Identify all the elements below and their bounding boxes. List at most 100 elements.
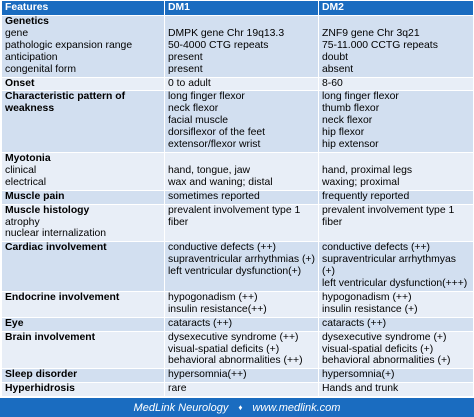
- dm1-line: rare: [168, 383, 187, 395]
- dm2-cell: hand, proximal legs waxing; proximal: [318, 151, 474, 191]
- feature-detail: nuclear internalization: [5, 228, 107, 240]
- dm1-cell: hand, tongue, jaw wax and waning; distal: [164, 151, 319, 191]
- dm1-line: visual-spatial deficits (+): [168, 343, 280, 355]
- dm2-line: dysexecutive syndrome (+): [322, 331, 447, 343]
- dm1-line: neck flexor: [168, 103, 219, 115]
- feature-detail: electrical: [5, 176, 46, 188]
- dm1-line: present: [168, 51, 203, 63]
- dm2-line: hypersomnia(+): [322, 369, 395, 381]
- dm1-line: 50-4000 CTG repeats: [168, 39, 269, 51]
- dm2-cell: dysexecutive syndrome (+) visual-spatial …: [318, 330, 474, 370]
- dm2-line: 75-11.000 CCTG repeats: [322, 39, 438, 51]
- dm1-line: dysexecutive syndrome (++): [168, 331, 299, 343]
- table-row: Myotonia clinical electrical hand, tongue, …: [1, 151, 474, 191]
- dm1-line: insulin resistance(++): [168, 303, 267, 315]
- dm2-line: absent: [322, 63, 354, 75]
- dm1-line: conductive defects (++): [168, 242, 277, 254]
- feature-name: Myotonia: [5, 152, 51, 164]
- dm2-line: left ventricular dysfunction(+++): [322, 278, 468, 290]
- table-row: Cardiac involvement conductive defects (+…: [1, 241, 474, 292]
- dm1-cell: prevalent involvement type 1 fiber: [164, 203, 319, 243]
- feature-detail: clinical: [5, 164, 37, 176]
- table-row: Muscle histology atrophy nuclear internali…: [1, 203, 474, 243]
- dm1-line: dorsiflexor of the feet: [168, 127, 266, 139]
- feature-detail: anticipation: [5, 51, 58, 63]
- dm1-cell: sometimes reported: [164, 189, 319, 205]
- dm2-cell: prevalent involvement type 1 fiber: [318, 203, 474, 243]
- feature-name: Endocrine involvement: [5, 291, 120, 303]
- table-row: Sleep disorder hypersomnia(++) hypersomnia…: [1, 368, 474, 384]
- feature-name: Onset: [5, 77, 35, 89]
- dm2-cell: Hands and trunk: [318, 382, 474, 398]
- header-cell: DM1: [164, 0, 319, 16]
- dm1-cell: cataracts (++): [164, 316, 319, 332]
- dm2-line: hip extensor: [322, 139, 379, 151]
- feature-detail: congenital form: [5, 63, 77, 75]
- feature-cell: Genetics gene pathologic expansion range an…: [1, 15, 165, 78]
- dm1-line: long finger flexor: [168, 91, 245, 103]
- dm2-line: thumb flexor: [322, 103, 380, 115]
- dm1-cell: hypersomnia(++): [164, 368, 319, 384]
- dm1-line: DMPK gene Chr 19q13.3: [168, 27, 285, 39]
- dm2-line: hip flexor: [322, 127, 365, 139]
- header-row: Features DM1 DM2: [1, 0, 474, 16]
- feature-cell: Cardiac involvement: [1, 241, 165, 292]
- table-row: Genetics gene pathologic expansion range an…: [1, 15, 474, 78]
- dm1-line: present: [168, 63, 203, 75]
- feature-name: Eye: [5, 317, 24, 329]
- dm2-line: insulin resistance (+): [322, 303, 418, 315]
- feature-name: Hyperhidrosis: [5, 383, 75, 395]
- dm2-line: neck flexor: [322, 115, 373, 127]
- dm2-cell: hypogonadism (++) insulin resistance (+): [318, 290, 474, 318]
- feature-name: Characteristic pattern of weakness: [5, 91, 126, 115]
- dm1-cell: dysexecutive syndrome (++) visual-spatial…: [164, 330, 319, 370]
- dm2-cell: cataracts (++): [318, 316, 474, 332]
- dm2-line: behavioral abnormalities (+): [322, 355, 451, 367]
- dm1-line: 0 to adult: [168, 77, 211, 89]
- table-row: Eye cataracts (++) cataracts (++): [1, 316, 474, 332]
- feature-name: Muscle histology: [5, 204, 90, 216]
- dm2-cell: ZNF9 gene Chr 3q21 75-11.000 CCTG repeats…: [318, 15, 474, 78]
- feature-name: Genetics: [5, 16, 49, 27]
- dm1-line: behavioral abnormalities (++): [168, 355, 303, 367]
- footer: MedLink Neurology ♦ www.medlink.com: [0, 398, 474, 417]
- feature-detail: gene: [5, 27, 29, 39]
- header-cell: DM2: [318, 0, 474, 16]
- dm1-line: hypersomnia(++): [168, 369, 247, 381]
- dm2-line: hypogonadism (++): [322, 291, 412, 303]
- feature-cell: Myotonia clinical electrical: [1, 151, 165, 191]
- dm2-line: conductive defects (++): [322, 242, 431, 254]
- dm1-line: facial muscle: [168, 115, 229, 127]
- footer-brand: MedLink Neurology: [133, 401, 229, 414]
- dm2-cell: long finger flexor thumb flexor neck flexo…: [318, 90, 474, 153]
- dm1-line: hypogonadism (++): [168, 291, 258, 303]
- feature-cell: Hyperhidrosis: [1, 382, 165, 398]
- feature-name: Brain involvement: [5, 331, 96, 343]
- dm2-line: 8-60: [322, 77, 343, 89]
- dm2-cell: 8-60: [318, 76, 474, 92]
- dm2-cell: hypersomnia(+): [318, 368, 474, 384]
- dm1-line: hand, tongue, jaw: [168, 164, 251, 176]
- feature-cell: Onset: [1, 76, 165, 92]
- table-row: Endocrine involvement hypogonadism (++) in…: [1, 290, 474, 318]
- header-cell: Features: [1, 0, 165, 16]
- table-row: Characteristic pattern of weakness long f…: [1, 90, 474, 153]
- dm2-line: doubt: [322, 51, 349, 63]
- feature-cell: Muscle histology atrophy nuclear internali…: [1, 203, 165, 243]
- dm1-line: wax and waning; distal: [168, 176, 273, 188]
- separator: ♦: [238, 403, 243, 412]
- dm1-cell: hypogonadism (++) insulin resistance(++): [164, 290, 319, 318]
- feature-name: Sleep disorder: [5, 369, 78, 381]
- dm2-line: hand, proximal legs: [322, 164, 413, 176]
- dm2-line: waxing; proximal: [322, 176, 400, 188]
- dm2-line: cataracts (++): [322, 317, 387, 329]
- comparison-table: Features DM1 DM2 Genetics gene pathologic …: [1, 0, 474, 398]
- feature-name: Cardiac involvement: [5, 242, 107, 254]
- dm1-line: supraventricular arrhythmias (+): [168, 254, 315, 266]
- dm2-line: frequently reported: [322, 190, 410, 202]
- dm1-line: cataracts (++): [168, 317, 233, 329]
- dm1-cell: 0 to adult: [164, 76, 319, 92]
- dm1-cell: conductive defects (++) supraventricular …: [164, 241, 319, 292]
- dm1-cell: DMPK gene Chr 19q13.3 50-4000 CTG repeats…: [164, 15, 319, 78]
- dm2-line: ZNF9 gene Chr 3q21: [322, 27, 420, 39]
